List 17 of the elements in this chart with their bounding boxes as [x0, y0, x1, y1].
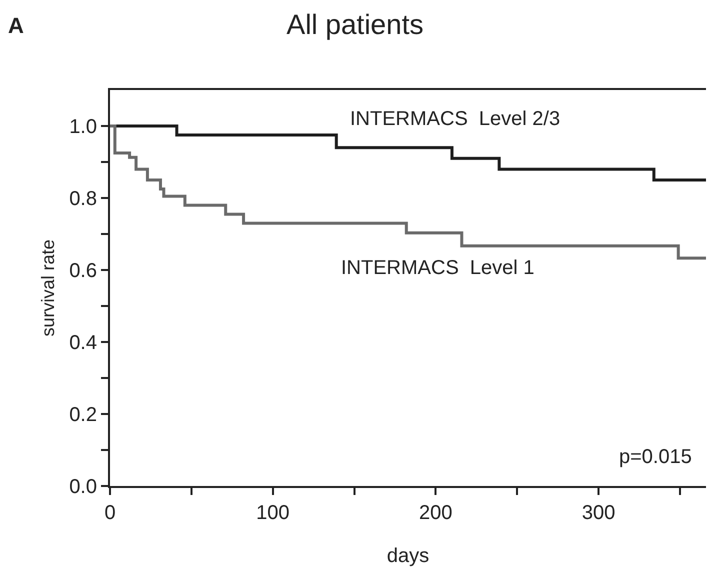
text: A [8, 13, 24, 38]
annotation: p=0.015 [619, 446, 692, 468]
y-tick-label: 1.0 [69, 116, 97, 138]
y-tick-label: 0.8 [69, 188, 97, 210]
y-axis-title: survival rate [38, 239, 58, 337]
x-tick-label: 0 [104, 502, 116, 524]
y-tick-label: 0.2 [69, 404, 97, 426]
y-tick-label: 0.0 [69, 476, 97, 498]
x-tick-label: 100 [256, 502, 290, 524]
y-tick-label: 0.6 [69, 260, 97, 282]
chart-title: All patients [286, 9, 424, 40]
x-tick-label: 300 [582, 502, 616, 524]
y-tick-label: 0.4 [69, 332, 97, 354]
x-tick-label: 200 [418, 502, 452, 524]
series-label: INTERMACS Level 2/3 [350, 108, 560, 130]
x-axis-title: days [386, 545, 430, 567]
series-label: INTERMACS Level 1 [341, 257, 534, 279]
